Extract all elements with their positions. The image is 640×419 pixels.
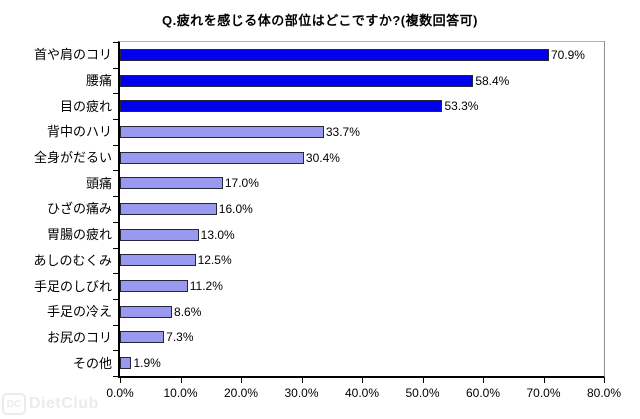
dietclub-logo-icon: DC	[2, 393, 26, 415]
bar-row: 16.0%	[120, 196, 604, 222]
y-axis-tick	[113, 144, 118, 146]
bar-10	[120, 305, 173, 318]
bar-value-label: 53.3%	[444, 99, 479, 114]
bar-value-label: 13.0%	[200, 227, 235, 242]
bar-value-label: 8.6%	[174, 304, 202, 319]
y-axis-tick	[113, 376, 118, 377]
x-axis-tick	[120, 378, 121, 383]
category-label: 目の疲れ	[59, 98, 112, 114]
bar-value-label: 30.4%	[305, 150, 340, 165]
bar-6	[120, 202, 217, 215]
y-axis-tick	[113, 221, 118, 223]
x-axis-label: 80.0%	[586, 386, 622, 400]
y-axis-tick	[113, 350, 118, 352]
bar-9	[120, 280, 188, 293]
category-label: 首や肩のコリ	[33, 47, 112, 63]
category-label: 頭痛	[85, 175, 112, 191]
category-label: ひざの痛み	[46, 201, 112, 217]
bar-value-label: 58.4%	[475, 73, 510, 88]
watermark: DC DietClub	[2, 393, 99, 415]
y-axis-tick	[113, 42, 118, 43]
bar-row: 7.3%	[120, 325, 604, 351]
category-label: その他	[72, 355, 112, 371]
x-axis-label: 10.0%	[163, 386, 198, 400]
category-label: 背中のハリ	[46, 124, 112, 140]
x-axis-tick	[180, 378, 182, 383]
y-axis-tick	[113, 324, 118, 326]
bar-row: 13.0%	[120, 222, 604, 248]
bar-12	[120, 357, 132, 370]
bar-row: 1.9%	[120, 350, 604, 376]
bar-row: 70.9%	[120, 42, 604, 68]
watermark-label: DietClub	[29, 395, 99, 412]
y-axis-tick	[113, 170, 118, 172]
category-label: 腰痛	[85, 73, 112, 89]
y-axis-tick	[113, 67, 118, 69]
x-axis-tick	[362, 378, 363, 383]
bar-row: 33.7%	[120, 119, 604, 145]
category-label: 手足の冷え	[46, 304, 112, 320]
bar-value-label: 11.2%	[189, 279, 223, 294]
category-label: 胃腸の疲れ	[46, 227, 112, 243]
bar-row: 17.0%	[120, 170, 604, 196]
x-axis-tick	[422, 378, 424, 383]
x-axis-label: 30.0%	[284, 386, 319, 400]
y-axis-tick	[113, 298, 118, 300]
bar-7	[120, 228, 199, 241]
bar-8	[120, 254, 196, 267]
category-label: 全身がだるい	[33, 150, 112, 166]
x-axis-tick	[543, 378, 545, 383]
bar-0	[120, 48, 549, 61]
y-axis-tick	[113, 196, 118, 198]
bar-value-label: 70.9%	[550, 47, 585, 62]
bar-2	[120, 100, 443, 113]
x-axis-label: 50.0%	[405, 386, 440, 400]
category-label: お尻のコリ	[46, 329, 112, 345]
plot-area: 70.9% 58.4% 53.3% 33.7% 30.4% 17.0% 16.0% 13.0%…	[106, 41, 621, 400]
chart-title: Q.疲れを感じる体の部位はどこですか?(複数回答可)	[162, 13, 478, 28]
bar-11	[120, 331, 165, 344]
x-axis-label: 40.0%	[344, 386, 380, 400]
category-label: あしのむくみ	[33, 252, 112, 268]
bar-1	[120, 74, 474, 87]
bar-row: 58.4%	[120, 68, 604, 94]
x-axis-label: 0.0%	[106, 386, 134, 400]
x-axis-tick	[483, 378, 484, 383]
bar-value-label: 1.9%	[133, 356, 161, 371]
bar-row: 8.6%	[120, 299, 604, 325]
bar-row: 53.3%	[120, 93, 604, 119]
x-axis-label: 70.0%	[526, 386, 561, 400]
bar-value-label: 16.0%	[218, 201, 253, 216]
category-label: 手足のしびれ	[33, 278, 112, 294]
bar-value-label: 12.5%	[197, 253, 232, 268]
x-axis-tick	[604, 378, 605, 383]
bar-value-label: 7.3%	[166, 330, 194, 345]
bar-row: 12.5%	[120, 248, 604, 274]
y-axis-category-labels: 首や肩のコリ腰痛目の疲れ背中のハリ全身がだるい頭痛ひざの痛み胃腸の疲れあしのむく…	[0, 41, 112, 375]
y-axis-tick	[113, 119, 118, 121]
x-axis-label: 20.0%	[223, 386, 259, 400]
bar-row: 11.2%	[120, 273, 604, 299]
bar-4	[120, 151, 304, 164]
x-axis-tick	[301, 378, 303, 383]
bar-value-label: 17.0%	[224, 176, 259, 191]
x-axis-tick	[241, 378, 242, 383]
x-axis-label: 60.0%	[465, 386, 501, 400]
bar-3	[120, 125, 324, 138]
y-axis-tick	[113, 247, 118, 249]
bar-5	[120, 177, 223, 190]
bar-value-label: 33.7%	[325, 124, 360, 139]
y-axis-tick	[113, 273, 118, 275]
y-axis-tick	[113, 93, 118, 95]
bar-row: 30.4%	[120, 145, 604, 171]
